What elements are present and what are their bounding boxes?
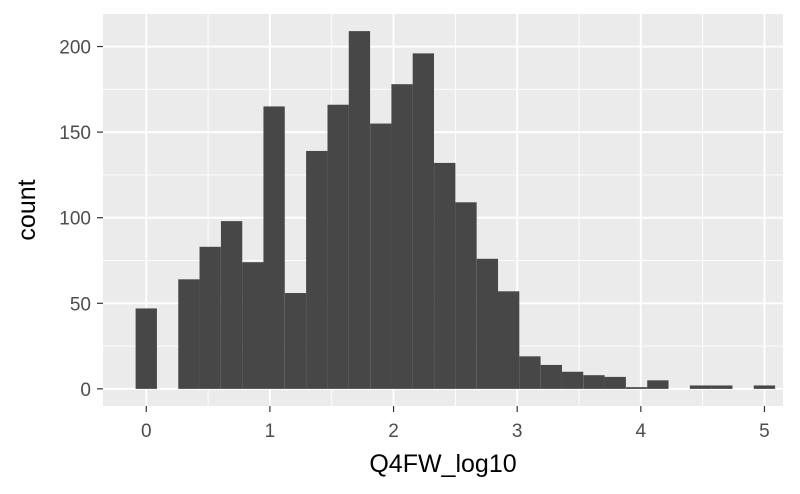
histogram-bar <box>561 371 584 389</box>
histogram-bar <box>178 279 200 389</box>
histogram-bar <box>135 308 157 389</box>
y-tick-label: 0 <box>80 380 91 401</box>
y-axis-ticks: 0 50 100 150 200 <box>59 38 103 401</box>
histogram-bar <box>711 385 733 389</box>
histogram-bar <box>647 380 669 389</box>
x-tick-label: 4 <box>636 421 647 442</box>
histogram-bar <box>689 385 712 389</box>
y-tick-label: 100 <box>59 209 91 230</box>
y-axis-title: count <box>13 179 41 240</box>
histogram-bar <box>263 106 285 389</box>
y-tick-label: 50 <box>70 294 91 315</box>
histogram-bar <box>348 31 371 389</box>
histogram-bar <box>455 202 477 389</box>
histogram-bar <box>220 221 243 389</box>
x-tick-label: 0 <box>141 421 152 442</box>
histogram-bar <box>306 150 328 389</box>
histogram-bar <box>497 291 520 389</box>
histogram-bar <box>583 375 605 389</box>
x-tick-label: 3 <box>512 421 523 442</box>
histogram-bar <box>370 123 392 389</box>
x-axis-ticks: 0 1 2 3 4 5 <box>141 406 770 442</box>
histogram-bar <box>540 364 562 389</box>
histogram-bar <box>476 258 499 389</box>
histogram-bar <box>391 84 413 389</box>
histogram-bar <box>412 53 434 389</box>
histogram-bar <box>199 246 221 389</box>
histogram-bars <box>135 31 776 389</box>
x-tick-label: 2 <box>388 421 399 442</box>
histogram-bar <box>284 293 307 389</box>
y-tick-label: 150 <box>59 123 91 144</box>
histogram-bar <box>604 376 626 389</box>
x-tick-label: 5 <box>759 421 770 442</box>
histogram-bar <box>519 356 541 389</box>
histogram-bar <box>625 387 648 389</box>
histogram-bar <box>242 262 264 389</box>
histogram-bar <box>753 385 776 389</box>
histogram-bar <box>327 104 349 389</box>
x-tick-label: 1 <box>265 421 276 442</box>
x-axis-title: Q4FW_log10 <box>369 450 516 478</box>
histogram-bar <box>434 162 456 389</box>
y-tick-label: 200 <box>59 38 91 59</box>
